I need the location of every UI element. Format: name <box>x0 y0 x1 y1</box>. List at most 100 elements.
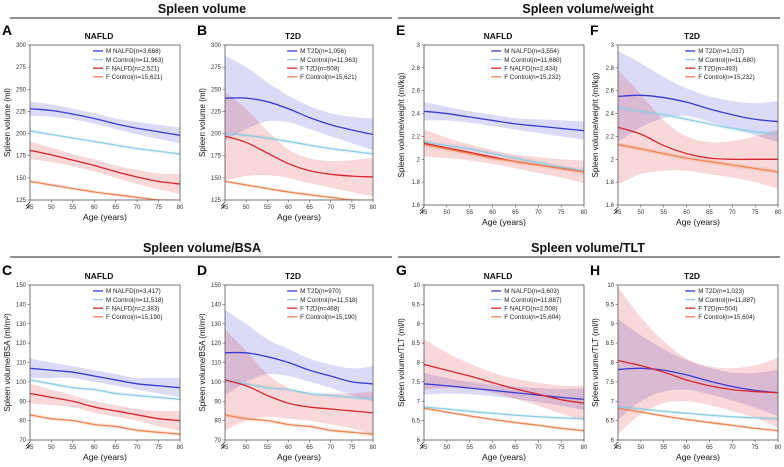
legend-entry: M Control(n=11,518) <box>300 297 357 304</box>
y-tick-label: 2 <box>611 157 615 163</box>
x-tick-label: 70 <box>729 210 736 216</box>
y-tick-label: 1.6 <box>412 203 421 209</box>
ci-band-0 <box>618 50 778 143</box>
series-line-2 <box>618 126 778 161</box>
y-tick-label: 3 <box>417 43 421 49</box>
x-tick-label: 80 <box>370 445 377 451</box>
series-line-1 <box>30 130 180 155</box>
y-tick-label: 2.4 <box>606 112 615 118</box>
series-line-0 <box>618 94 778 123</box>
legend-entry: M NALFD(n=3,603) <box>504 288 559 295</box>
panel-letter: D <box>197 262 207 278</box>
panel-title: T2D <box>684 31 700 41</box>
series-line-1 <box>424 406 584 420</box>
series-line-3 <box>618 143 778 173</box>
x-tick-label: 45 <box>421 445 428 451</box>
y-tick-label: 175 <box>16 154 27 160</box>
axis-break-mark <box>419 441 425 450</box>
y-tick-label: 3 <box>611 43 615 49</box>
y-axis-label: Spleen volume (ml) <box>198 88 207 157</box>
panel-D: D T2D 45 50 55 60 65 70 75 80 70 80 90 100 110 120 130 14… <box>197 262 377 462</box>
panel-C: C NAFLD 45 50 55 60 65 70 75 80 70 80 90 100 110 120 130… <box>2 262 184 462</box>
y-tick-label: 125 <box>16 198 27 204</box>
y-tick-label: 2.4 <box>412 112 421 118</box>
y-tick-label: 7.5 <box>412 380 421 386</box>
y-tick-label: 150 <box>211 283 222 289</box>
y-axis-label: Spleen volume/BSA (ml/m²) <box>198 313 207 412</box>
legend: M NALFD(n=3,417) M Control(n=11,518)F NAL… <box>93 288 163 321</box>
panel-F: F T2D 45 50 55 60 65 70 75 80 1.6 1.8 2 2.2 2.4 2.6 2.8 3… <box>590 22 782 227</box>
y-axis-label: Spleen volume/BSA (ml/m²) <box>3 313 12 412</box>
y-tick-label: 70 <box>214 438 221 444</box>
legend-entry: F Control(n=15,604) <box>698 314 755 321</box>
ci-band-2 <box>30 383 180 431</box>
axis-break-mark <box>419 206 425 215</box>
x-tick-label: 70 <box>134 205 141 211</box>
series-line-1 <box>30 379 180 400</box>
x-tick-label: 80 <box>581 210 588 216</box>
axis-break-mark <box>25 441 31 450</box>
ci-band-0 <box>618 319 778 420</box>
x-tick-label: 60 <box>285 205 292 211</box>
legend-entry: M NALFD(n=3,668) <box>106 48 161 55</box>
panel-letter: A <box>2 22 12 38</box>
y-tick-label: 9 <box>417 322 421 328</box>
x-tick-label: 45 <box>27 205 34 211</box>
x-tick-label: 55 <box>466 210 473 216</box>
legend: M T2D(n=970) M Control(n=11,518)F T2D(n=4… <box>287 288 358 321</box>
x-tick-label: 80 <box>177 205 184 211</box>
y-tick-label: 8.5 <box>606 341 615 347</box>
panel-A: A NAFLD 45 50 55 60 65 70 75 80 125 150 175 200 225 250… <box>2 22 184 222</box>
x-tick-label: 65 <box>112 445 119 451</box>
y-tick-label: 9.5 <box>606 302 615 308</box>
x-tick-label: 55 <box>660 445 667 451</box>
series-line-1 <box>424 141 584 172</box>
x-tick-label: 60 <box>91 205 98 211</box>
legend-entry: M NALFD(n=3,417) <box>106 288 161 295</box>
series-line-2 <box>30 149 180 185</box>
y-tick-label: 80 <box>19 419 26 425</box>
y-tick-label: 250 <box>16 87 27 93</box>
panel-title: T2D <box>285 271 301 281</box>
x-tick-label: 65 <box>706 210 713 216</box>
x-axis-label: Age (years) <box>482 452 526 462</box>
x-tick-label: 50 <box>243 445 250 451</box>
y-tick-label: 6 <box>611 438 615 444</box>
x-tick-label: 70 <box>134 445 141 451</box>
x-tick-label: 60 <box>91 445 98 451</box>
series-line-3 <box>30 414 180 435</box>
axis-break-mark <box>220 201 226 210</box>
y-tick-label: 150 <box>211 176 222 182</box>
section-title-spleen-volume-bsa: Spleen volume/BSA <box>143 241 261 255</box>
x-tick-label: 70 <box>327 445 334 451</box>
x-axis-label: Age (years) <box>83 452 127 462</box>
axes-frame <box>29 44 181 201</box>
y-tick-label: 140 <box>16 302 27 308</box>
x-tick-label: 60 <box>285 445 292 451</box>
series-line-0 <box>618 367 778 394</box>
legend: M T2D(n=1,023) M Control(n=11,887)F T2D(n… <box>685 288 756 321</box>
axes-frame <box>224 44 374 201</box>
series-line-0 <box>424 110 584 132</box>
y-tick-label: 9.5 <box>412 302 421 308</box>
y-tick-label: 110 <box>211 361 221 367</box>
y-tick-label: 300 <box>211 43 222 49</box>
y-tick-label: 150 <box>16 283 27 289</box>
series-line-2 <box>225 135 373 178</box>
y-tick-label: 2.6 <box>606 89 615 95</box>
section-title-spleen-volume: Spleen volume <box>158 2 246 16</box>
panel-letter: G <box>396 262 407 278</box>
x-axis-label: Age (years) <box>676 217 720 227</box>
y-tick-label: 8 <box>611 361 615 367</box>
series-line-2 <box>618 359 778 394</box>
y-tick-label: 225 <box>16 109 27 115</box>
panel-E: E NAFLD 45 50 55 60 65 70 75 80 1.6 1.8 2 2.2 2.4 2.6 2.… <box>396 22 588 227</box>
plot-area <box>424 102 584 184</box>
legend-entry: F Control(n=15,604) <box>504 314 561 321</box>
y-axis-label: Spleen volume/weight (ml/kg) <box>397 72 406 177</box>
y-tick-label: 100 <box>16 380 27 386</box>
y-tick-label: 2.2 <box>412 134 421 140</box>
x-tick-label: 50 <box>638 445 645 451</box>
x-tick-label: 45 <box>222 445 229 451</box>
